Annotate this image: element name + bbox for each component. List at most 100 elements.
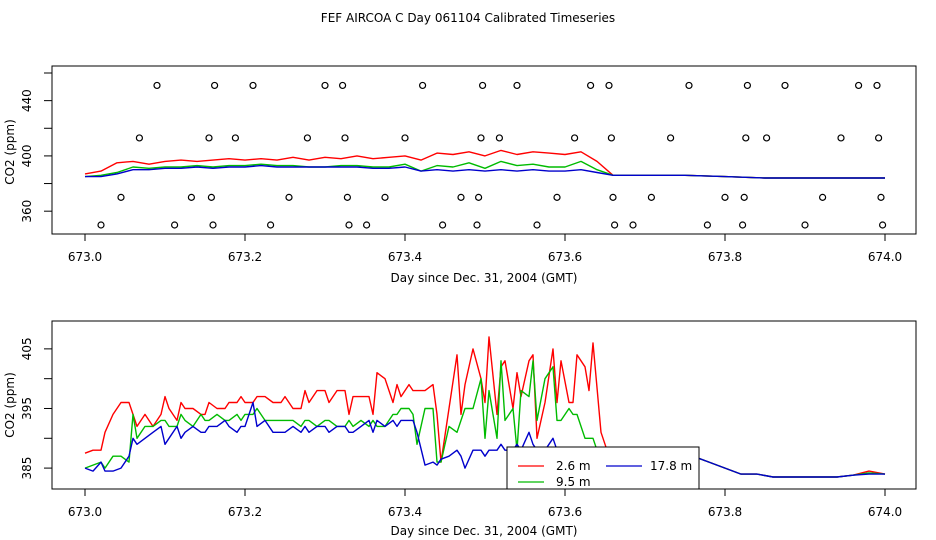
calibration-marker xyxy=(401,134,409,142)
bottom-y-axis-label: CO2 (ppm) xyxy=(3,372,17,438)
bottom-x-tick-label: 673.0 xyxy=(68,505,102,519)
calibration-marker xyxy=(473,221,481,229)
calibration-marker xyxy=(605,81,613,90)
calibration-marker xyxy=(877,193,885,201)
bottom-x-tick-label: 673.4 xyxy=(388,505,422,519)
calibration-marker xyxy=(738,221,747,229)
calibration-marker xyxy=(647,193,656,201)
calibration-marker xyxy=(117,193,125,201)
calibration-marker xyxy=(801,221,809,229)
calibration-marker xyxy=(209,221,217,229)
calibration-marker xyxy=(513,81,521,90)
calibration-marker xyxy=(818,193,827,201)
bottom-x-axis: 673.0 673.2 673.4 673.6 673.8 674.0 xyxy=(68,489,902,519)
bottom-series-group xyxy=(84,336,886,478)
bottom-x-tick-label: 673.6 xyxy=(548,505,582,519)
calibration-marker xyxy=(211,81,219,90)
top-y-axis: 360 400 440 xyxy=(20,72,52,223)
top-plot-frame xyxy=(51,65,917,235)
calibration-marker xyxy=(570,134,579,142)
top-x-axis-label: Day since Dec. 31, 2004 (GMT) xyxy=(391,271,578,285)
calibration-marker xyxy=(135,134,143,142)
calibration-marker xyxy=(629,221,637,229)
calibration-marker xyxy=(381,193,389,201)
legend-label-2-6m: 2.6 m xyxy=(556,459,591,473)
calibration-marker xyxy=(586,81,595,90)
calibration-marker xyxy=(495,134,503,142)
top-calibration-markers xyxy=(97,81,887,229)
top-y-tick-label: 440 xyxy=(20,89,34,112)
bottom-y-axis: 385 395 405 xyxy=(20,337,52,480)
calibration-marker xyxy=(533,221,541,229)
top-x-tick-label: 673.4 xyxy=(388,250,422,264)
top-x-tick-label: 673.0 xyxy=(68,250,102,264)
calibration-marker xyxy=(457,193,465,201)
calibration-marker xyxy=(685,81,693,90)
calibration-marker xyxy=(231,134,239,142)
calibration-marker xyxy=(553,193,561,201)
calibration-marker xyxy=(609,193,617,201)
calibration-marker xyxy=(762,134,771,142)
calibration-marker xyxy=(267,221,275,229)
calibration-marker xyxy=(343,193,351,201)
bottom-x-tick-label: 673.8 xyxy=(708,505,742,519)
calibration-marker xyxy=(874,134,883,142)
bottom-plot-frame xyxy=(51,320,917,490)
calibration-marker xyxy=(479,81,487,90)
figure-title: FEF AIRCOA C Day 061104 Calibrated Times… xyxy=(321,11,615,25)
top-x-tick-label: 673.6 xyxy=(548,250,582,264)
top-series-17-8-m xyxy=(85,164,885,179)
calibration-marker xyxy=(341,134,349,142)
calibration-marker xyxy=(363,221,371,229)
calibration-marker xyxy=(345,221,353,229)
calibration-marker xyxy=(475,193,483,201)
top-panel: 360 400 440 673.0 673.2 673.4 673.6 673.8 674.0… xyxy=(3,65,917,285)
calibration-marker xyxy=(339,81,347,90)
calibration-marker xyxy=(419,81,427,90)
bottom-y-tick-label: 385 xyxy=(20,457,34,480)
calibration-marker xyxy=(285,193,293,201)
top-x-tick-label: 673.2 xyxy=(228,250,262,264)
calibration-marker xyxy=(607,134,616,142)
calibration-marker xyxy=(153,81,161,90)
calibration-marker xyxy=(321,81,329,90)
top-series-2-6-m xyxy=(84,149,885,179)
top-x-tick-label: 674.0 xyxy=(868,250,902,264)
calibration-marker xyxy=(207,193,215,201)
calibration-marker xyxy=(477,134,485,142)
calibration-marker xyxy=(743,81,752,90)
calibration-marker xyxy=(666,134,675,142)
legend-label-17-8m: 17.8 m xyxy=(650,459,692,473)
calibration-marker xyxy=(703,221,712,229)
top-x-tick-label: 673.8 xyxy=(708,250,742,264)
bottom-x-axis-label: Day since Dec. 31, 2004 (GMT) xyxy=(391,524,578,538)
top-y-tick-label: 400 xyxy=(20,144,34,167)
calibration-marker xyxy=(742,134,750,142)
top-x-axis: 673.0 673.2 673.4 673.6 673.8 674.0 xyxy=(68,234,902,264)
calibration-marker xyxy=(854,81,863,90)
calibration-marker xyxy=(187,193,195,201)
calibration-marker xyxy=(740,193,748,201)
top-y-tick-label: 360 xyxy=(20,200,34,223)
calibration-marker xyxy=(610,221,619,229)
calibration-marker xyxy=(439,221,447,229)
calibration-marker xyxy=(303,134,311,142)
calibration-marker xyxy=(205,134,213,142)
calibration-marker xyxy=(171,221,179,229)
calibration-marker xyxy=(837,134,845,142)
bottom-y-tick-label: 395 xyxy=(20,397,34,420)
calibration-marker xyxy=(721,193,729,201)
calibration-marker xyxy=(873,81,881,90)
top-series-9-5-m xyxy=(84,160,885,179)
legend-label-9-5m: 9.5 m xyxy=(556,475,591,489)
calibration-marker xyxy=(878,221,887,229)
top-series-group xyxy=(84,149,885,179)
bottom-y-tick-label: 405 xyxy=(20,337,34,360)
top-y-axis-label: CO2 (ppm) xyxy=(3,119,17,185)
bottom-x-tick-label: 674.0 xyxy=(868,505,902,519)
bottom-x-tick-label: 673.2 xyxy=(228,505,262,519)
legend: 2.6 m 9.5 m 17.8 m xyxy=(506,446,700,490)
calibration-marker xyxy=(249,81,257,90)
bottom-series-9-5-m xyxy=(84,360,886,478)
